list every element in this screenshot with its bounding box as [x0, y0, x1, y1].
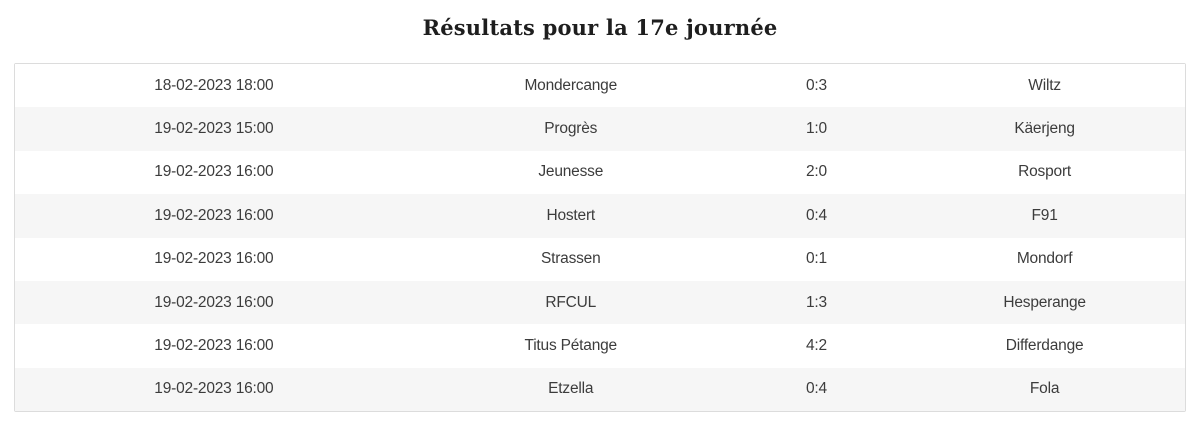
- table-row: 19-02-2023 16:00 Hostert 0:4 F91: [15, 194, 1185, 238]
- away-team: Fola: [1029, 380, 1060, 398]
- results-table: 18-02-2023 18:00 Mondercange 0:3 Wiltz 1…: [14, 63, 1186, 413]
- match-score: 1:3: [805, 293, 827, 311]
- match-datetime: 19-02-2023 16:00: [154, 163, 274, 181]
- table-row: 19-02-2023 16:00 RFCUL 1:3 Hesperange: [15, 280, 1185, 325]
- home-team: Strassen: [540, 250, 601, 268]
- match-score: 0:4: [805, 380, 827, 398]
- match-datetime: 19-02-2023 15:00: [154, 120, 274, 138]
- match-score: 4:2: [805, 337, 827, 355]
- match-datetime: 19-02-2023 16:00: [154, 380, 274, 398]
- home-team: RFCUL: [545, 293, 597, 311]
- page-title: Résultats pour la 17e journée: [422, 15, 778, 40]
- away-team: Mondorf: [1016, 250, 1073, 268]
- away-team: F91: [1031, 206, 1058, 224]
- home-team: Etzella: [548, 380, 594, 398]
- home-team: Progrès: [544, 120, 598, 138]
- away-team: Rosport: [1018, 163, 1072, 181]
- table-row: 18-02-2023 18:00 Mondercange 0:3 Wiltz: [15, 64, 1185, 108]
- match-datetime: 19-02-2023 16:00: [154, 337, 274, 355]
- match-score: 0:3: [805, 76, 827, 94]
- match-datetime: 19-02-2023 16:00: [154, 206, 274, 224]
- home-team: Hostert: [546, 206, 596, 224]
- home-team: Mondercange: [524, 76, 618, 94]
- away-team: Wiltz: [1028, 76, 1061, 94]
- away-team: Differdange: [1005, 337, 1084, 355]
- table-row: 19-02-2023 16:00 Etzella 0:4 Fola: [15, 367, 1185, 412]
- match-datetime: 19-02-2023 16:00: [154, 250, 274, 268]
- home-team: Titus Pétange: [524, 337, 618, 355]
- table-row: 19-02-2023 16:00 Jeunesse 2:0 Rosport: [15, 150, 1185, 195]
- match-datetime: 18-02-2023 18:00: [154, 76, 274, 94]
- match-score: 1:0: [805, 120, 827, 138]
- match-datetime: 19-02-2023 16:00: [154, 293, 274, 311]
- match-score: 0:4: [805, 206, 827, 224]
- home-team: Jeunesse: [538, 163, 604, 181]
- away-team: Hesperange: [1003, 293, 1086, 311]
- match-score: 2:0: [805, 163, 827, 181]
- table-row: 19-02-2023 16:00 Titus Pétange 4:2 Diffe…: [15, 324, 1185, 368]
- table-row: 19-02-2023 16:00 Strassen 0:1 Mondorf: [15, 237, 1185, 281]
- table-row: 19-02-2023 15:00 Progrès 1:0 Käerjeng: [15, 107, 1185, 151]
- match-score: 0:1: [805, 250, 827, 268]
- away-team: Käerjeng: [1014, 120, 1075, 138]
